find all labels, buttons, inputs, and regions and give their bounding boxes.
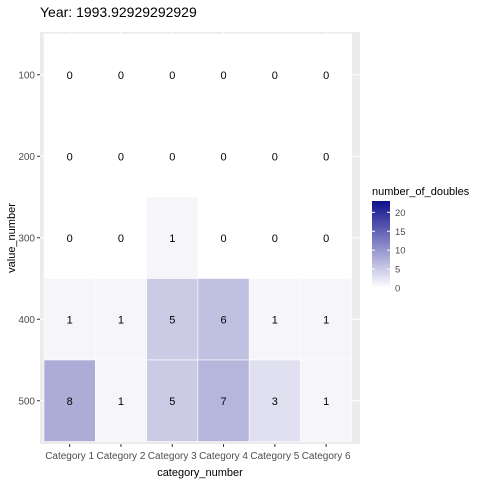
x-axis-label: category_number — [157, 467, 243, 479]
heatmap-cell — [300, 278, 353, 361]
cell-value-label: 8 — [67, 396, 73, 408]
heatmap-cell — [95, 115, 147, 198]
cell-value-label: 3 — [272, 396, 278, 408]
cell-value-label: 0 — [220, 233, 226, 245]
legend-title: number_of_doubles — [372, 186, 470, 198]
y-tick-label: 400 — [18, 315, 35, 326]
x-axis-ticks: Category 1 Category 2 Category 3 Category 4… — [45, 444, 351, 462]
legend-tick-label: 15 — [395, 227, 406, 238]
heatmap-cells — [43, 33, 353, 442]
y-axis-label: value_number — [6, 203, 18, 273]
x-tick-label: Category 5 — [250, 451, 299, 462]
heatmap-cell — [146, 196, 199, 279]
cell-value-label: 7 — [220, 396, 226, 408]
heatmap-cell — [43, 115, 96, 198]
heatmap-cell — [300, 359, 353, 442]
heatmap-cell — [95, 278, 147, 361]
x-tick-label: Category 1 — [45, 451, 94, 462]
heatmap-cell — [146, 278, 199, 361]
y-tick-label: 200 — [18, 152, 35, 163]
cell-value-label: 1 — [323, 314, 329, 326]
cell-value-label: 1 — [169, 233, 175, 245]
cell-value-label: 0 — [323, 233, 329, 245]
heatmap-cell — [197, 278, 250, 361]
cell-value-label: 0 — [118, 151, 124, 163]
cell-value-label: 0 — [220, 70, 226, 82]
cell-value-label: 0 — [67, 151, 73, 163]
cell-value-label: 0 — [169, 151, 175, 163]
x-tick-label: Category 6 — [302, 451, 351, 462]
cell-value-label: 0 — [272, 151, 278, 163]
legend-color-bar — [372, 201, 390, 288]
cell-value-label: 0 — [272, 233, 278, 245]
cell-value-label: 1 — [67, 314, 73, 326]
cell-value-label: 1 — [323, 396, 329, 408]
heatmap-cell — [197, 196, 250, 279]
y-tick-label: 300 — [18, 233, 35, 244]
heatmap-cell — [146, 115, 199, 198]
x-tick-label: Category 3 — [148, 451, 197, 462]
heatmap-cell — [300, 33, 353, 116]
heatmap-cell — [248, 278, 301, 361]
heatmap-cell — [300, 115, 353, 198]
heatmap-cell — [197, 115, 250, 198]
y-tick-label: 100 — [18, 70, 35, 81]
legend-tick-label: 20 — [395, 208, 406, 219]
cell-value-label: 0 — [323, 70, 329, 82]
heatmap-cell — [248, 33, 301, 116]
cell-value-label: 5 — [169, 396, 175, 408]
x-tick-label: Category 2 — [96, 451, 145, 462]
heatmap-cell — [146, 33, 199, 116]
legend-tick-label: 5 — [395, 265, 400, 276]
color-legend: number_of_doubles 0 5 10 15 20 — [372, 186, 470, 295]
heatmap-cell — [248, 359, 301, 442]
cell-value-label: 0 — [323, 151, 329, 163]
heatmap-cell — [43, 278, 96, 361]
cell-value-label: 0 — [67, 233, 73, 245]
heatmap-cell — [146, 359, 199, 442]
y-tick-label: 500 — [18, 396, 35, 407]
cell-value-label: 0 — [272, 70, 278, 82]
cell-value-label: 0 — [118, 233, 124, 245]
legend-ticks: 0 5 10 15 20 — [372, 208, 406, 295]
chart-title: Year: 1993.92929292929 — [40, 4, 197, 20]
heatmap-cell — [43, 359, 96, 442]
heatmap-cell — [300, 196, 353, 279]
x-tick-label: Category 4 — [199, 451, 248, 462]
cell-value-label: 1 — [118, 396, 124, 408]
cell-value-label: 6 — [220, 314, 226, 326]
heatmap-cell — [248, 115, 301, 198]
y-axis-ticks: 100 200 300 400 500 — [18, 70, 40, 407]
cell-value-label: 1 — [118, 314, 124, 326]
cell-value-label: 5 — [169, 314, 175, 326]
cell-value-labels: 0 0 0 0 0 00 0 0 0 0 00 0 1 0 0 01 1 5 6 1 18 1 5 7 3 1 — [67, 70, 330, 408]
cell-value-label: 0 — [67, 70, 73, 82]
legend-tick-label: 0 — [395, 284, 400, 295]
heatmap-cell — [197, 359, 250, 442]
cell-value-label: 0 — [169, 70, 175, 82]
heatmap-cell — [95, 359, 147, 442]
cell-value-label: 0 — [220, 151, 226, 163]
cell-value-label: 1 — [272, 314, 278, 326]
cell-value-label: 0 — [118, 70, 124, 82]
legend-tick-label: 10 — [395, 246, 406, 257]
